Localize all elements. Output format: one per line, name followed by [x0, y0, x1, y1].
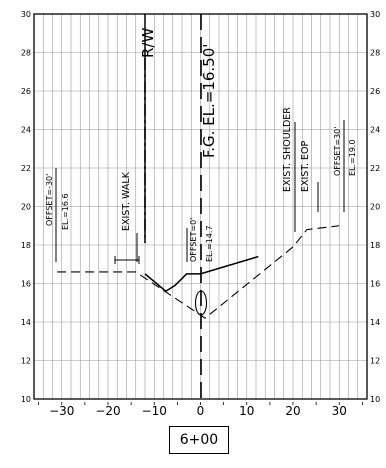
- annotations: [55, 14, 345, 400]
- y-tick-label: 26: [370, 87, 380, 96]
- offset-left-label: OFFSET=-30': [45, 174, 54, 226]
- station-label: 6+00: [169, 426, 229, 454]
- fg-elevation-label: F.G. EL.=16.50': [200, 44, 218, 158]
- y-tick-label: 20: [370, 203, 380, 212]
- y-tick-label: 14: [370, 318, 380, 327]
- el-center-label: EL.=14.7: [205, 225, 214, 262]
- exist-shoulder-label: EXIST. SHOULDER: [282, 107, 293, 192]
- profile-lines: [57, 225, 340, 319]
- x-tick-label: −20: [95, 404, 120, 418]
- exist-walk-label: EXIST. WALK: [121, 171, 132, 231]
- x-tick-label: 20: [285, 404, 300, 418]
- row-width-label: R/W: [139, 28, 157, 58]
- x-tick-labels: −30 −20 −10 0 10 20 30: [38, 402, 363, 418]
- y-tick-label: 16: [21, 280, 31, 289]
- y-tick-label: 10: [21, 395, 31, 404]
- y-tick-label: 10: [370, 395, 380, 404]
- proposed-grade-line: [144, 255, 259, 293]
- y-tick-label: 30: [370, 10, 380, 19]
- x-tick-label: 10: [239, 404, 254, 418]
- y-tick-label: 14: [21, 318, 31, 327]
- y-tick-label: 16: [370, 280, 380, 289]
- x-tick-label: 0: [197, 404, 205, 418]
- exist-eop-label: EXIST. EOP: [300, 140, 311, 192]
- walk-tie-marker: [114, 256, 140, 264]
- y-tick-labels-right: 10 12 14 16 18 20 22 24 26 28 30: [370, 10, 380, 404]
- offset-center-label: OFFSET=0': [189, 218, 198, 262]
- x-tick-label: 30: [332, 404, 347, 418]
- y-tick-label: 26: [21, 87, 31, 96]
- y-tick-label: 28: [21, 49, 31, 58]
- existing-ground-line: [57, 225, 340, 319]
- y-tick-label: 18: [21, 241, 31, 250]
- offset-right-label: OFFSET=30': [333, 127, 342, 176]
- y-tick-label: 30: [21, 10, 31, 19]
- y-tick-label: 24: [21, 126, 31, 135]
- el-left-label: EL.=16.6: [61, 193, 70, 230]
- y-tick-label: 22: [21, 164, 31, 173]
- x-tick-label: −30: [49, 404, 74, 418]
- y-tick-label: 12: [370, 357, 380, 366]
- y-tick-label: 18: [370, 241, 380, 250]
- el-right-label: EL.=19.0: [348, 139, 357, 176]
- y-tick-label: 20: [21, 203, 31, 212]
- y-tick-label: 24: [370, 126, 380, 135]
- y-tick-label: 12: [21, 357, 31, 366]
- x-tick-label: −10: [142, 404, 167, 418]
- y-tick-label: 22: [370, 164, 380, 173]
- y-tick-labels-left: 10 12 14 16 18 20 22 24 26 28 30: [21, 10, 31, 404]
- y-tick-label: 28: [370, 49, 380, 58]
